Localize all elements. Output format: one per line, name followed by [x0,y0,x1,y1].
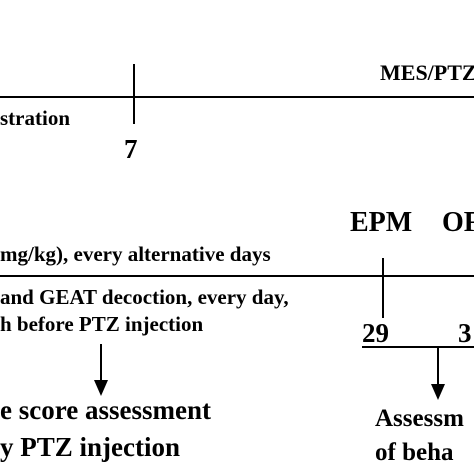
day-3x-label: 3 [458,318,472,348]
ptz-dose-label: mg/kg), every alternative days [0,242,271,266]
administration-label: stration [0,106,70,130]
day-29-label: 29 [362,318,389,348]
behavior-assessment-line1: Assessm [375,405,464,432]
seizure-score-line2: y PTZ injection [0,432,180,462]
of-label: OF [442,207,474,238]
geat-label-line1: and GEAT decoction, every day, [0,285,289,309]
day-7-label: 7 [124,134,138,164]
protocol-label: MES/PTZ [380,60,474,85]
behavior-assessment-line2: of beha [375,439,454,466]
score-arrowhead [94,380,108,396]
assessment-arrowhead [431,384,445,400]
geat-label-line2: h before PTZ injection [0,312,204,336]
epm-label: EPM [350,207,413,238]
seizure-score-line1: e score assessment [0,395,211,425]
